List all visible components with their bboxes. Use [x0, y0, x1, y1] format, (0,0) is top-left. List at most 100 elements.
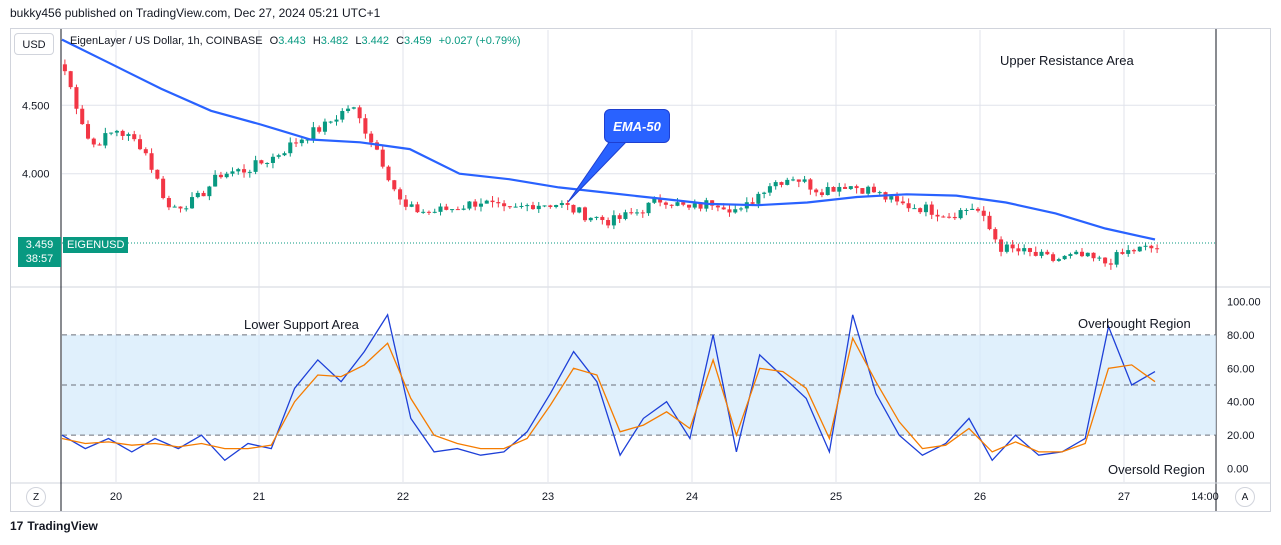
- candle-body: [218, 174, 223, 178]
- ema-50-line: [61, 38, 1156, 241]
- candle-body: [403, 199, 408, 207]
- time-tick-label: 22: [397, 491, 409, 503]
- time-tick-label: 27: [1118, 491, 1130, 503]
- candle-body: [548, 205, 553, 207]
- stoch-tick-label: 60.00: [1227, 363, 1255, 375]
- candle-body: [929, 204, 934, 215]
- candle-body: [178, 206, 183, 209]
- candle-body: [658, 198, 663, 203]
- candle-body: [328, 121, 333, 123]
- candle-body: [606, 220, 611, 226]
- price-tick-label: 4.500: [22, 100, 50, 112]
- candle-body: [611, 215, 616, 226]
- candle-body: [999, 239, 1004, 252]
- candle-body: [767, 186, 772, 193]
- candle-body: [721, 207, 726, 210]
- candle-body: [698, 203, 703, 209]
- candle-body: [490, 200, 495, 203]
- candle-body: [600, 216, 605, 221]
- candle-body: [224, 173, 229, 178]
- candle-body: [808, 179, 813, 190]
- candle-body: [715, 205, 720, 208]
- last-price-tag: 3.459 38:57: [18, 237, 61, 267]
- candle-body: [987, 215, 992, 230]
- candle-body: [970, 208, 975, 210]
- candle-body: [646, 202, 651, 214]
- published-line: bukky456 published on TradingView.com, D…: [10, 6, 381, 20]
- candle-body: [68, 71, 73, 88]
- candle-body: [692, 203, 697, 208]
- tradingview-logo-icon: 17: [10, 519, 24, 533]
- candle-body: [1056, 259, 1061, 261]
- candle-body: [363, 118, 368, 134]
- candle-body: [773, 182, 778, 187]
- candle-body: [1062, 255, 1067, 260]
- candle-body: [132, 134, 137, 140]
- candle-body: [282, 153, 287, 156]
- candle-body: [756, 193, 761, 204]
- symbol-legend: EigenLayer / US Dollar, 1h, COINBASE O3.…: [70, 35, 521, 47]
- candle-body: [1131, 250, 1137, 252]
- candle-body: [530, 205, 536, 210]
- candle-body: [114, 130, 119, 133]
- time-tick-label: 23: [542, 491, 554, 503]
- candle-body: [791, 179, 796, 181]
- candle-body: [542, 205, 547, 207]
- lower-support-label: Lower Support Area: [244, 317, 359, 332]
- candle-body: [91, 138, 96, 145]
- candle-body: [155, 169, 160, 179]
- candle-body: [247, 171, 252, 173]
- candle-body: [1016, 248, 1021, 252]
- candle-body: [467, 201, 472, 209]
- candle-body: [351, 107, 356, 109]
- candle-body: [727, 209, 732, 213]
- candle-body: [1074, 251, 1079, 255]
- stochastic-lines: [61, 313, 1156, 462]
- candle-body: [109, 132, 114, 134]
- candle-body: [785, 179, 790, 185]
- zoom-reset-button[interactable]: Z: [26, 487, 46, 507]
- candle-body: [1126, 250, 1131, 254]
- chart-frame: [10, 28, 1271, 512]
- time-tick-label: 25: [830, 491, 842, 503]
- candle-body: [860, 188, 865, 194]
- candle-body: [577, 207, 582, 213]
- candle-body: [525, 205, 530, 207]
- candle-body: [958, 210, 963, 219]
- candle-body: [207, 186, 212, 197]
- candle-body: [1120, 252, 1125, 254]
- currency-button[interactable]: USD: [14, 33, 54, 55]
- legend-change: +0.027 (+0.79%): [438, 35, 521, 47]
- candle-body: [1051, 254, 1056, 261]
- candle-body: [947, 216, 952, 218]
- candle-body: [213, 174, 218, 187]
- stoch-d-line: [61, 336, 1156, 453]
- candle-body: [74, 87, 79, 109]
- time-tick-label: 24: [686, 491, 698, 503]
- candle-body: [426, 211, 431, 213]
- candle-body: [519, 205, 524, 207]
- candle-body: [270, 156, 275, 163]
- candle-body: [1143, 245, 1148, 247]
- candle-body: [733, 209, 738, 213]
- candle-body: [461, 208, 466, 210]
- candle-body: [559, 203, 564, 206]
- candle-body: [242, 169, 247, 173]
- stoch-tick-label: 40.00: [1227, 397, 1255, 409]
- legend-high: 3.482: [320, 35, 349, 47]
- candle-body: [484, 200, 489, 204]
- candle-body: [750, 202, 755, 204]
- candle-body: [923, 204, 928, 213]
- candle-body: [536, 205, 541, 210]
- candle-body: [398, 189, 403, 200]
- candle-body: [143, 149, 148, 154]
- candle-body: [981, 210, 986, 216]
- ema-line: [61, 38, 1156, 241]
- candle-body: [1033, 251, 1038, 256]
- candle-body: [415, 204, 420, 213]
- candle-body: [299, 139, 304, 144]
- candle-body: [288, 142, 293, 154]
- candle-body: [201, 192, 206, 197]
- auto-scale-button[interactable]: A: [1235, 487, 1255, 507]
